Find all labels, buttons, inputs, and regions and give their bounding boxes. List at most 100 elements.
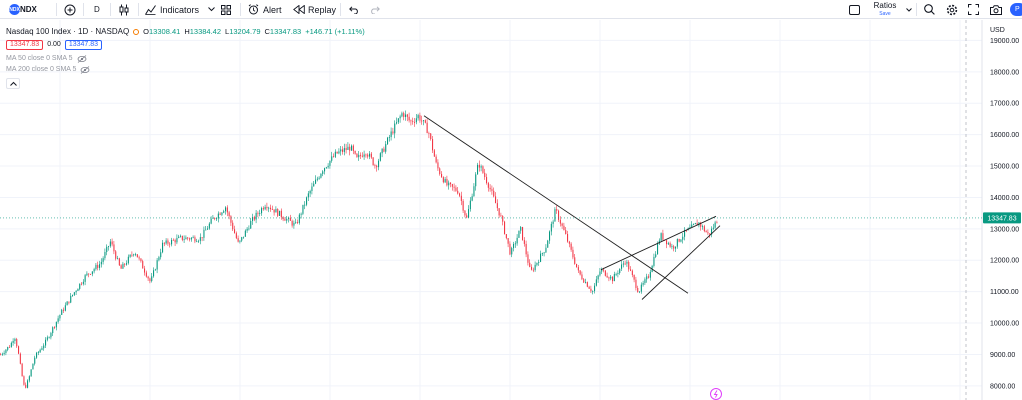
candle (212, 214, 214, 219)
candle (102, 256, 104, 265)
undo-button[interactable] (348, 0, 360, 19)
alert-button[interactable]: Alert (248, 0, 282, 19)
snapshot-button[interactable] (989, 0, 1002, 19)
trading-assistant-icon[interactable] (710, 388, 722, 400)
candle (410, 119, 412, 126)
candle (457, 186, 459, 195)
price-tick-label: 12000.00 (990, 258, 1019, 265)
candle (495, 192, 497, 204)
replay-button[interactable]: Replay (293, 0, 336, 19)
candle (608, 276, 610, 282)
settings-button[interactable] (945, 0, 958, 19)
redo-button[interactable] (369, 0, 381, 19)
candle (205, 225, 207, 231)
search-button[interactable] (923, 0, 936, 19)
candle (358, 151, 360, 161)
candle (604, 270, 606, 277)
candle (511, 246, 513, 258)
candle (232, 220, 234, 232)
wedge-upper-line[interactable] (600, 215, 717, 271)
candle (313, 181, 315, 187)
candle (505, 233, 507, 240)
candle (597, 274, 599, 283)
candle (549, 230, 551, 244)
fullscreen-button[interactable] (967, 0, 980, 19)
candle (682, 233, 684, 244)
buy-button[interactable]: 13347.83 (64, 39, 103, 50)
candle (228, 210, 230, 220)
candle (131, 251, 133, 257)
candle (666, 240, 668, 249)
undo-icon (349, 5, 358, 14)
candle (142, 259, 144, 269)
symbol-search[interactable]: NDX NDX (4, 0, 37, 19)
candle (621, 260, 623, 272)
candle (414, 117, 416, 127)
current-price-tag: 13347.83 (983, 212, 1021, 224)
candle (576, 263, 578, 268)
wedge-lower-line[interactable] (641, 225, 721, 300)
candle (153, 267, 155, 278)
candle (705, 229, 707, 233)
sell-button[interactable]: 13347.83 (6, 39, 44, 50)
candle (642, 280, 644, 287)
candle (293, 220, 295, 229)
candle (646, 273, 648, 283)
price-chart[interactable]: 19000.00 18000.00 17000.00 16000.00 15000.00… (0, 20, 1022, 400)
indicators-button[interactable]: Indicators (145, 0, 215, 19)
candle (349, 143, 351, 156)
candle (640, 282, 642, 294)
candle (327, 163, 329, 169)
main-series-legend[interactable]: Nasdaq 100 Index · 1D · NASDAQ O13308.41… (6, 26, 365, 37)
chart-area[interactable]: 19000.00 18000.00 17000.00 16000.00 15000.00… (0, 20, 1022, 400)
candle (498, 208, 500, 218)
candle (340, 146, 342, 156)
compare-symbol-button[interactable] (63, 0, 77, 19)
candle (34, 355, 36, 366)
descending-trendline[interactable] (423, 115, 689, 294)
series-title[interactable]: Nasdaq 100 Index · 1D · NASDAQ (6, 27, 130, 36)
candle (637, 285, 639, 293)
ma200-legend[interactable]: MA 200 close 0 SMA 5 (6, 64, 365, 75)
ratios-button[interactable]: Ratios Save (869, 2, 901, 18)
chart-type-button[interactable] (118, 0, 130, 19)
candle (277, 208, 279, 218)
candle (631, 269, 633, 278)
candle (158, 255, 160, 262)
candle (595, 275, 597, 287)
candle (331, 151, 333, 163)
candle (194, 235, 196, 244)
ratios-dropdown[interactable] (904, 0, 913, 19)
publish-button[interactable]: P (1010, 3, 1022, 16)
hidden-eye-icon[interactable] (77, 54, 87, 63)
redo-icon (371, 5, 380, 14)
candle (133, 253, 135, 257)
candle (648, 274, 650, 279)
interval-button[interactable]: D (94, 5, 100, 14)
candle (37, 350, 39, 356)
candle (244, 229, 246, 237)
candle (172, 238, 174, 241)
templates-button[interactable] (220, 0, 232, 19)
candle (610, 274, 612, 281)
chevron-up-icon (9, 81, 17, 86)
legend-collapse-button[interactable] (6, 78, 20, 89)
layout-button[interactable] (847, 0, 861, 19)
candle (606, 272, 608, 278)
candle (446, 175, 448, 187)
candle (369, 151, 371, 160)
candle (302, 204, 304, 216)
hidden-eye-icon[interactable] (80, 65, 90, 74)
currency-label[interactable]: USD (990, 27, 1005, 34)
candle (208, 222, 210, 230)
candle (243, 236, 245, 239)
ma50-legend[interactable]: MA 50 close 0 SMA 5 (6, 53, 365, 64)
candle (280, 208, 282, 220)
candle (300, 212, 302, 219)
candle (189, 237, 191, 242)
candle (187, 236, 189, 241)
candle (289, 214, 291, 221)
candle (325, 166, 327, 169)
market-status-icon[interactable] (133, 28, 140, 35)
candle (214, 217, 216, 221)
